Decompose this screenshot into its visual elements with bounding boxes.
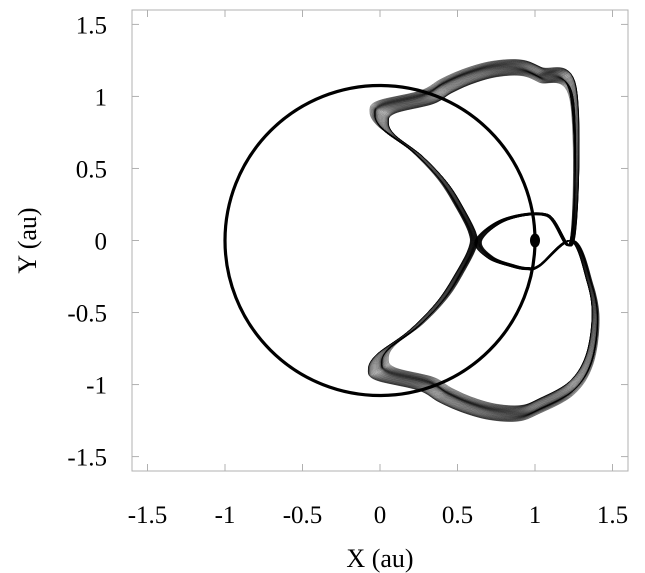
x-tick-label: 1.5 [597,502,628,529]
ticks-group [132,10,628,471]
y-axis-label: Y (au) [13,207,42,273]
y-tick-label: -1.5 [67,445,107,472]
x-tick-label: 1 [529,502,542,529]
y-tick-label: -1 [86,373,107,400]
x-tick-label: -1.5 [128,502,168,529]
y-tick-label: 0 [95,229,108,256]
x-tick-label: 0 [374,502,387,529]
x-axis-label: X (au) [346,544,413,573]
x-tick-label: -1 [215,502,236,529]
y-tick-label: 1 [95,84,108,111]
y-tick-label: -0.5 [67,301,107,328]
y-tick-label: 1.5 [76,12,107,39]
x-tick-label: 0.5 [442,502,473,529]
tick-labels-group: -1.5 -1 -0.5 0 0.5 1 1.5 -1.5 -1 -0.5 0 0.5 1 1.5 [67,12,628,529]
y-tick-label: 0.5 [76,156,107,183]
planet-marker [530,233,540,248]
x-tick-label: -0.5 [283,502,323,529]
